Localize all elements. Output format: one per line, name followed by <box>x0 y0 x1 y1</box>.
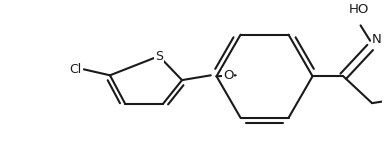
Text: HO: HO <box>348 3 369 16</box>
Text: N: N <box>372 33 382 46</box>
Text: S: S <box>155 50 163 63</box>
Text: O: O <box>223 69 233 82</box>
Text: Cl: Cl <box>69 63 82 76</box>
